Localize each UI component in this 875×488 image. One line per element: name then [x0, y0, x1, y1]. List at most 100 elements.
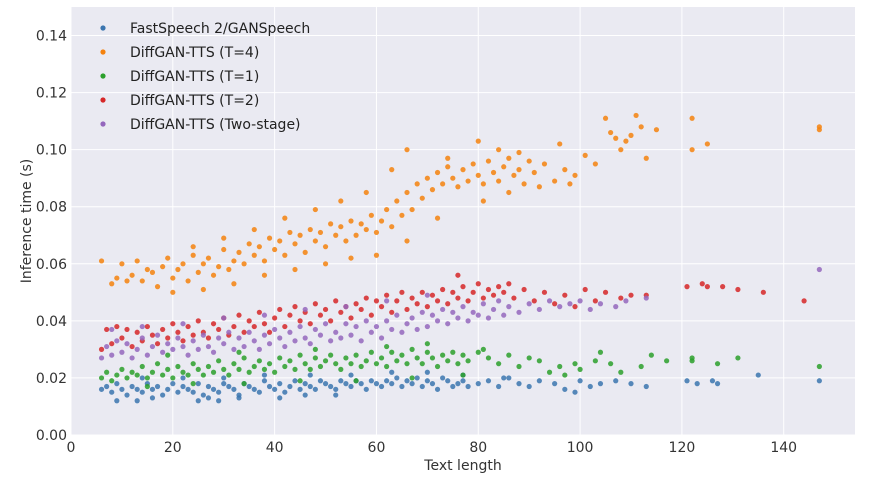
data-point	[592, 161, 598, 167]
data-point	[98, 375, 105, 381]
data-point	[557, 141, 563, 147]
data-point	[195, 366, 201, 372]
data-point	[104, 326, 110, 333]
data-point	[394, 312, 400, 318]
data-point	[307, 226, 313, 233]
data-point	[261, 378, 268, 384]
data-point	[801, 298, 807, 304]
x-tick-label: 0	[67, 440, 76, 456]
data-point	[389, 381, 395, 387]
data-point	[241, 261, 247, 267]
data-point	[465, 298, 471, 304]
data-point	[312, 238, 318, 244]
data-point	[277, 355, 283, 361]
data-point	[348, 255, 354, 261]
data-point	[404, 147, 410, 153]
data-point	[104, 383, 110, 390]
data-point	[358, 363, 364, 370]
data-point	[292, 266, 298, 273]
data-point	[109, 352, 115, 358]
data-point	[297, 323, 303, 330]
data-point	[587, 383, 593, 390]
data-point	[460, 284, 466, 290]
data-point	[572, 304, 578, 310]
data-point	[149, 332, 156, 338]
data-point	[114, 398, 120, 404]
data-point	[460, 372, 466, 378]
data-point	[414, 375, 420, 381]
data-point	[185, 352, 191, 358]
data-point	[358, 381, 364, 387]
data-point	[149, 369, 156, 375]
data-point	[353, 378, 359, 384]
data-point	[160, 372, 166, 378]
data-point	[399, 212, 405, 218]
data-point	[404, 238, 410, 244]
data-point	[704, 284, 710, 290]
data-point	[404, 189, 410, 196]
data-point	[246, 318, 252, 324]
data-point	[104, 343, 110, 350]
data-point	[200, 392, 206, 398]
data-point	[190, 361, 196, 367]
data-point	[312, 326, 318, 333]
data-point	[287, 229, 293, 236]
data-point	[322, 306, 329, 313]
data-point	[109, 389, 115, 395]
data-point	[134, 386, 140, 392]
data-point	[384, 318, 390, 324]
data-point	[282, 323, 288, 330]
data-point	[287, 358, 293, 364]
data-point	[272, 315, 278, 321]
data-point	[384, 378, 390, 384]
data-point	[694, 381, 700, 387]
data-point	[277, 335, 283, 341]
data-point	[445, 155, 451, 161]
data-point	[490, 169, 497, 176]
data-point	[307, 372, 313, 378]
data-point	[434, 215, 441, 221]
data-point	[475, 312, 481, 318]
y-tick-label: 0.02	[36, 371, 67, 387]
data-point	[190, 244, 196, 250]
data-point	[485, 158, 492, 164]
data-point	[516, 381, 522, 387]
data-point	[251, 363, 257, 370]
data-point	[552, 178, 558, 184]
data-point	[572, 172, 578, 178]
data-point	[689, 115, 695, 121]
data-point	[445, 301, 451, 307]
data-point	[409, 315, 415, 321]
data-point	[638, 363, 644, 370]
data-point	[200, 286, 206, 293]
data-point	[363, 358, 369, 364]
data-point	[475, 138, 481, 144]
data-point	[562, 167, 568, 173]
legend-label: FastSpeech 2/GANSpeech	[130, 21, 310, 37]
data-point	[231, 281, 237, 287]
data-point	[450, 289, 456, 295]
data-point	[261, 372, 268, 378]
data-point	[526, 301, 532, 307]
data-point	[119, 261, 125, 267]
data-point	[292, 366, 298, 372]
data-point	[190, 338, 196, 344]
data-point	[221, 341, 227, 347]
data-point	[394, 198, 400, 204]
data-point	[455, 361, 461, 367]
data-point	[424, 378, 430, 384]
legend-marker	[100, 25, 106, 31]
data-point	[490, 306, 497, 313]
data-point	[251, 386, 257, 392]
data-point	[470, 309, 476, 315]
data-point	[221, 366, 227, 372]
data-point	[185, 278, 191, 284]
x-tick-label: 100	[567, 440, 594, 456]
data-point	[689, 355, 695, 361]
data-point	[597, 381, 604, 387]
data-point	[297, 232, 303, 238]
data-point	[628, 381, 634, 387]
data-point	[170, 381, 176, 387]
data-point	[317, 378, 324, 384]
data-point	[292, 304, 298, 310]
